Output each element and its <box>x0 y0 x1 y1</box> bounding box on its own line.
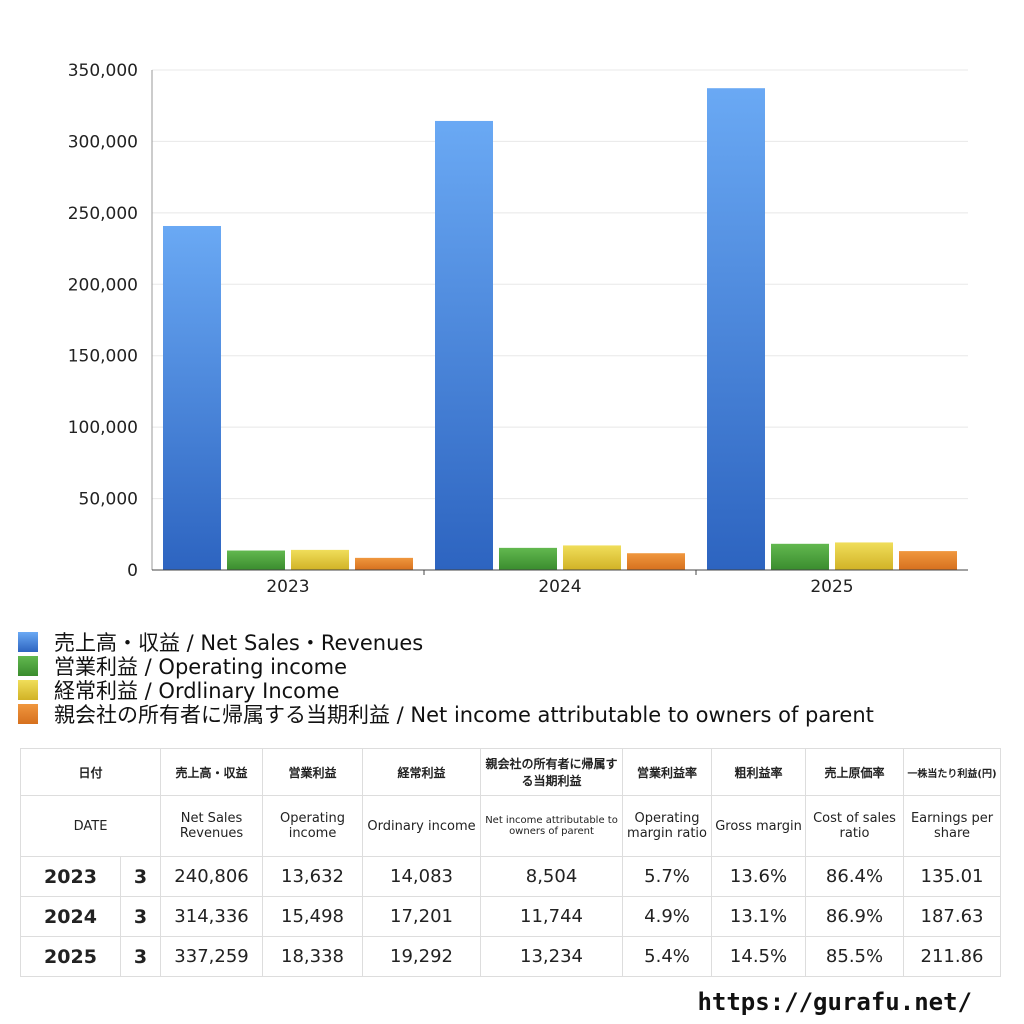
bar <box>899 551 957 570</box>
x-tick-label: 2024 <box>538 577 581 597</box>
bar <box>291 549 349 570</box>
legend-swatch <box>18 632 38 652</box>
header-sales-en: Net Sales Revenues <box>160 795 264 857</box>
legend-item-operating-income: 営業利益 / Operating income <box>18 654 1018 679</box>
cell-op: 18,338 <box>262 936 364 977</box>
legend-label: 売上高・収益 / Net Sales・Revenues <box>54 631 424 655</box>
bar <box>835 542 893 570</box>
header-net-en: Net income attributable to owners of par… <box>480 795 624 857</box>
legend-swatch <box>18 704 38 724</box>
legend-item-net-sales: 売上高・収益 / Net Sales・Revenues <box>18 630 1018 655</box>
header-opm-jp: 営業利益率 <box>622 748 713 796</box>
cell-opm: 4.9% <box>622 896 713 937</box>
legend-label: 親会社の所有者に帰属する当期利益 / Net income attributab… <box>54 703 874 727</box>
legend-label: 営業利益 / Operating income <box>54 655 348 679</box>
cell-cost: 85.5% <box>805 936 905 977</box>
cell-year: 2024 <box>20 896 121 937</box>
header-cost-jp: 売上原価率 <box>805 748 905 796</box>
cell-sales: 337,259 <box>160 936 264 977</box>
bar <box>499 547 557 570</box>
bar <box>707 88 765 571</box>
financial-table: 日付 売上高・収益 営業利益 経常利益 親会社の所有者に帰属する当期利益 営業利… <box>19 748 1002 977</box>
legend-swatch <box>18 656 38 676</box>
y-tick-label: 250,000 <box>68 204 138 224</box>
header-cost-en: Cost of sales ratio <box>805 795 905 857</box>
cell-opm: 5.4% <box>622 936 713 977</box>
bar <box>355 557 413 570</box>
cell-eps: 211.86 <box>903 936 1002 977</box>
cell-gross: 14.5% <box>711 936 807 977</box>
header-opm-en: Operating margin ratio <box>622 795 713 857</box>
cell-year: 2025 <box>20 936 121 977</box>
table-row: 2025 3 337,259 18,338 19,292 13,234 5.4%… <box>20 936 1002 977</box>
header-op-en: Operating income <box>262 795 364 857</box>
bar <box>227 550 285 570</box>
y-tick-label: 350,000 <box>68 61 138 81</box>
bar <box>627 553 685 570</box>
cell-sales: 314,336 <box>160 896 264 937</box>
cell-eps: 135.01 <box>903 856 1002 897</box>
y-tick-label: 0 <box>127 561 138 581</box>
cell-month: 3 <box>119 856 162 897</box>
legend-item-net-income: 親会社の所有者に帰属する当期利益 / Net income attributab… <box>18 702 1018 727</box>
y-tick-label: 200,000 <box>68 275 138 295</box>
table-header-jp: 日付 売上高・収益 営業利益 経常利益 親会社の所有者に帰属する当期利益 営業利… <box>19 748 1002 796</box>
cell-ord: 19,292 <box>362 936 482 977</box>
cell-gross: 13.6% <box>711 856 807 897</box>
header-eps-en: Earnings per share <box>903 795 1002 857</box>
x-tick-label: 2025 <box>810 577 853 597</box>
y-tick-label: 300,000 <box>68 132 138 152</box>
cell-net: 11,744 <box>480 896 624 937</box>
cell-opm: 5.7% <box>622 856 713 897</box>
header-op-jp: 営業利益 <box>262 748 364 796</box>
cell-eps: 187.63 <box>903 896 1002 937</box>
x-tick-label: 2023 <box>266 577 309 597</box>
legend-label: 経常利益 / Ordlinary Income <box>54 679 340 703</box>
cell-ord: 17,201 <box>362 896 482 937</box>
cell-gross: 13.1% <box>711 896 807 937</box>
cell-net: 8,504 <box>480 856 624 897</box>
cell-sales: 240,806 <box>160 856 264 897</box>
bar <box>163 225 221 570</box>
cell-month: 3 <box>119 896 162 937</box>
header-ord-jp: 経常利益 <box>362 748 482 796</box>
chart-legend: 売上高・収益 / Net Sales・Revenues 営業利益 / Opera… <box>18 630 1018 727</box>
header-sales-jp: 売上高・収益 <box>160 748 264 796</box>
header-date-jp: 日付 <box>19 748 162 796</box>
header-gross-jp: 粗利益率 <box>711 748 807 796</box>
table-row: 2024 3 314,336 15,498 17,201 11,744 4.9%… <box>20 896 1002 937</box>
header-net-jp: 親会社の所有者に帰属する当期利益 <box>480 748 624 796</box>
cell-month: 3 <box>119 936 162 977</box>
header-gross-en: Gross margin <box>711 795 807 857</box>
y-tick-label: 150,000 <box>68 347 138 367</box>
cell-year: 2023 <box>20 856 121 897</box>
header-ord-en: Ordinary income <box>362 795 482 857</box>
header-eps-jp: 一株当たり利益(円) <box>903 748 1002 796</box>
cell-net: 13,234 <box>480 936 624 977</box>
cell-cost: 86.4% <box>805 856 905 897</box>
bar <box>563 545 621 570</box>
site-url[interactable]: https://gurafu.net/ <box>697 988 972 1016</box>
table-header-en: DATE Net Sales Revenues Operating income… <box>19 795 1002 857</box>
bar <box>435 120 493 570</box>
y-tick-label: 100,000 <box>68 418 138 438</box>
bar-chart: 350,000 300,000 250,000 200,000 150,000 100,0… <box>68 61 968 597</box>
cell-op: 15,498 <box>262 896 364 937</box>
table-row: 2023 3 240,806 13,632 14,083 8,504 5.7% … <box>20 856 1002 897</box>
legend-item-ordinary-income: 経常利益 / Ordlinary Income <box>18 678 1018 703</box>
header-date-en: DATE <box>19 795 162 857</box>
cell-cost: 86.9% <box>805 896 905 937</box>
cell-op: 13,632 <box>262 856 364 897</box>
bar <box>771 543 829 570</box>
legend-swatch <box>18 680 38 700</box>
cell-ord: 14,083 <box>362 856 482 897</box>
y-tick-label: 50,000 <box>79 490 138 510</box>
